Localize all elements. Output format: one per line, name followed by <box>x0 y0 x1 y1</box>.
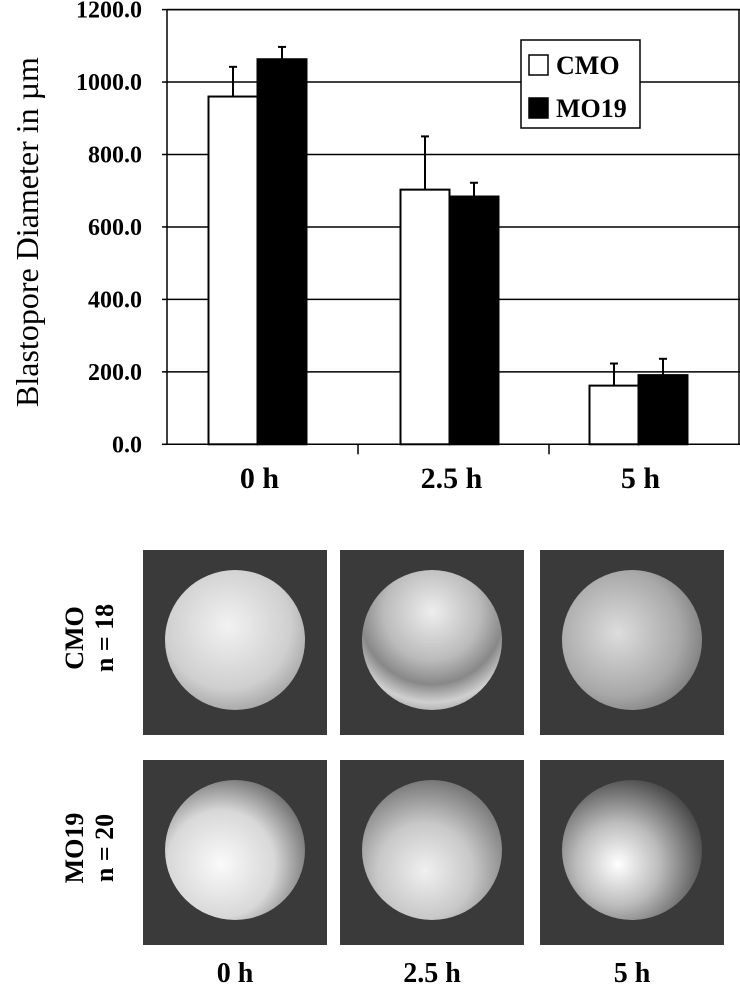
row-n-text: n = 18 <box>90 603 119 673</box>
bar-cmo <box>207 95 259 446</box>
y-tick-label: 1000.0 <box>76 70 142 96</box>
y-tick-label: 800.0 <box>88 143 142 169</box>
embryo-photo-mo19-1 <box>340 760 524 945</box>
embryo-photo-cmo-0 <box>143 550 327 735</box>
legend-swatch <box>528 97 549 119</box>
embryo-photo-cmo-1 <box>340 550 524 735</box>
y-tick-label: 600.0 <box>88 215 142 241</box>
legend-label: CMO <box>556 51 620 80</box>
embryo-image <box>562 570 702 710</box>
embryo-image <box>362 570 502 710</box>
legend-swatch <box>528 54 549 76</box>
row-label-cmo: CMO n = 18 <box>60 538 120 738</box>
bar-mo19 <box>448 195 500 446</box>
row-label-mo19: MO19 n = 20 <box>60 748 120 948</box>
x-tick-label: 2.5 h <box>421 462 483 495</box>
y-axis-label: Blastopore Diameter in µm <box>9 57 45 407</box>
embryo-photo-mo19-0 <box>143 760 327 945</box>
y-tick-label: 400.0 <box>88 287 142 313</box>
column-label-0h: 0 h <box>216 958 254 989</box>
embryo-photo-mo19-2 <box>540 760 724 945</box>
x-tick-label: 5 h <box>621 462 661 495</box>
x-tick-label: 0 h <box>240 462 280 495</box>
bar-chart: 0.0 200.0 400.0 600.0 800.0 1000.0 1200.0 Blast… <box>9 0 740 495</box>
bar-mo19 <box>256 58 308 446</box>
embryo-image <box>165 780 305 920</box>
row-label-text: CMO <box>60 606 89 670</box>
embryo-image <box>165 570 305 710</box>
bar-cmo <box>588 384 640 446</box>
y-tick-label: 0.0 <box>112 432 142 458</box>
legend-label: MO19 <box>556 94 627 123</box>
column-label-5h: 5 h <box>613 958 651 989</box>
y-tick-label: 200.0 <box>88 360 142 386</box>
bar-mo19 <box>637 374 689 446</box>
y-tick-label: 1200.0 <box>76 0 142 24</box>
embryo-photo-cmo-2 <box>540 550 724 735</box>
embryo-image <box>362 780 502 920</box>
embryo-image <box>562 780 702 920</box>
bar-cmo <box>399 188 451 446</box>
column-label-2-5h: 2.5 h <box>403 958 461 989</box>
row-label-text: MO19 <box>60 812 89 884</box>
row-n-text: n = 20 <box>90 813 119 883</box>
